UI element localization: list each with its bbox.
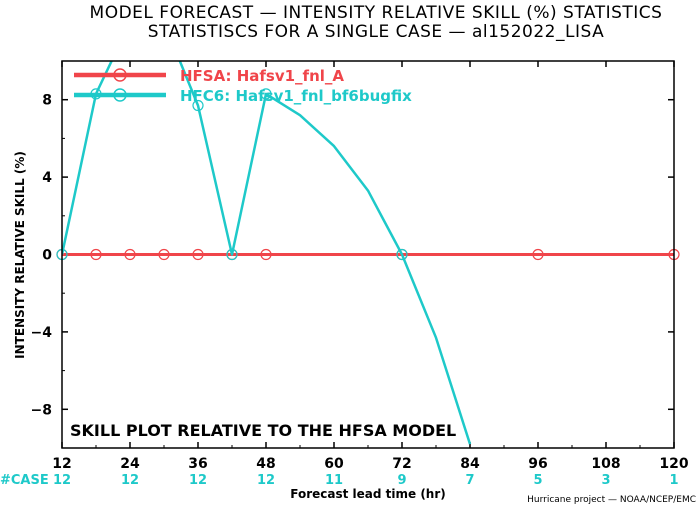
y-tick-label: −4 (31, 325, 53, 341)
y-tick-label: 8 (42, 93, 52, 109)
data-point (124, 248, 136, 261)
legend-marker (113, 68, 127, 82)
x-tick-label: 60 (324, 456, 344, 472)
data-point (260, 248, 272, 261)
x-tick-label: 24 (120, 456, 140, 472)
case-count: 12 (189, 473, 207, 488)
data-point (260, 88, 272, 100)
legend-entry: HFC6: Hafsv1_fnl_bf6bugfix (180, 87, 412, 105)
data-point (192, 99, 204, 112)
case-count: 5 (533, 473, 542, 488)
data-point (158, 248, 170, 261)
data-point (396, 248, 408, 261)
case-count: 3 (601, 473, 610, 488)
data-point (90, 248, 102, 261)
x-tick-label: 96 (528, 456, 547, 472)
legend-entry: HFSA: Hafsv1_fnl_A (180, 67, 344, 85)
x-tick-label: 36 (188, 456, 207, 472)
x-tick-label: 84 (460, 456, 480, 472)
x-tick-label: 48 (256, 456, 275, 472)
legend-marker (113, 88, 127, 102)
y-tick-label: 0 (42, 248, 52, 264)
annotation-text: SKILL PLOT RELATIVE TO THE HFSA MODEL (70, 421, 456, 440)
chart-title: MODEL FORECAST — INTENSITY RELATIVE SKIL… (90, 3, 663, 23)
case-count: 12 (121, 473, 139, 488)
y-axis-label: INTENSITY RELATIVE SKILL (%) (13, 151, 27, 359)
case-count: 1 (669, 473, 678, 488)
credit-text: Hurricane project — NOAA/NCEP/EMC (527, 495, 696, 505)
x-tick-label: 108 (591, 456, 620, 472)
case-count: 9 (397, 473, 406, 488)
y-tick-label: −8 (31, 402, 52, 418)
x-tick-label: 12 (52, 456, 71, 472)
plot-frame (61, 60, 675, 449)
case-count: 7 (465, 473, 474, 488)
case-count: 11 (325, 473, 343, 488)
x-tick-label: 120 (659, 456, 688, 472)
chart-subtitle: STATISTISCS FOR A SINGLE CASE — al152022… (148, 22, 604, 42)
data-point (192, 248, 204, 261)
case-count-label: #CASE (0, 473, 49, 488)
case-count: 12 (257, 473, 275, 488)
case-count: 12 (53, 473, 71, 488)
x-axis-label: Forecast lead time (hr) (290, 487, 446, 501)
x-tick-label: 72 (392, 456, 411, 472)
data-point (226, 248, 238, 261)
series-line-hfc6 (62, 61, 472, 445)
data-point (532, 248, 544, 261)
y-tick-label: 4 (42, 170, 52, 186)
